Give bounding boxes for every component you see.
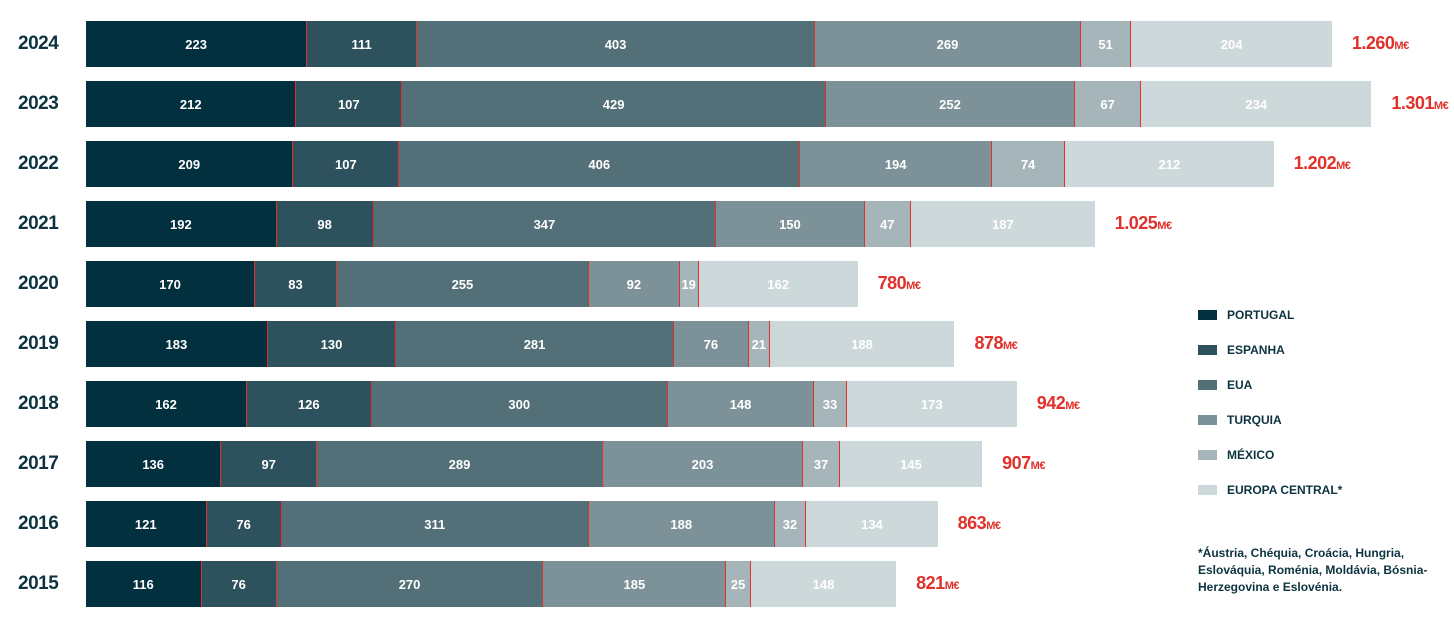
- total-label: 863M€: [957, 513, 1001, 533]
- bar-segment-turquia: 252: [825, 81, 1074, 127]
- bar-segment-méxico: 74: [991, 141, 1065, 187]
- bar-segment-portugal: 170: [86, 261, 254, 307]
- bar-segment-eua: 311: [280, 501, 588, 547]
- bar-segment-eua: 289: [316, 441, 602, 487]
- bar-segment-eua: 406: [398, 141, 800, 187]
- total-label: 780M€: [877, 273, 921, 293]
- year-label: 2022: [18, 153, 59, 174]
- year-label: 2021: [18, 213, 59, 234]
- legend-label: TURQUIA: [1227, 413, 1282, 427]
- bar-segment-europa-central-: 134: [805, 501, 938, 547]
- year-label: 2015: [18, 573, 59, 594]
- year-label: 2023: [18, 93, 59, 114]
- bar-segment-méxico: 21: [747, 321, 769, 367]
- total-label: 1.260M€: [1351, 33, 1409, 53]
- bar-segment-turquia: 188: [587, 501, 774, 547]
- total-label: 821M€: [916, 573, 959, 593]
- legend-swatch: [1198, 380, 1217, 390]
- bar-segment-espanha: 107: [295, 81, 402, 127]
- bar-segment-méxico: 67: [1074, 81, 1141, 127]
- bar-segment-eua: 429: [401, 81, 826, 127]
- bar-segment-portugal: 136: [86, 441, 221, 487]
- legend-swatch: [1198, 345, 1217, 355]
- bar-segment-portugal: 223: [86, 21, 307, 67]
- bar-segment-portugal: 116: [86, 561, 201, 607]
- legend-item: TURQUIA: [1198, 413, 1282, 427]
- bar-segment-europa-central-: 212: [1064, 141, 1274, 187]
- legend-item: EUROPA CENTRAL*: [1198, 483, 1342, 497]
- bar-segment-méxico: 33: [813, 381, 846, 427]
- total-label: 878M€: [974, 333, 1018, 353]
- bar-segment-méxico: 25: [725, 561, 750, 607]
- legend-label: ESPANHA: [1227, 343, 1285, 357]
- bar-segment-espanha: 111: [306, 21, 416, 67]
- bar-segment-turquia: 150: [715, 201, 864, 247]
- bar-segment-turquia: 203: [601, 441, 803, 487]
- bar-segment-espanha: 76: [205, 501, 281, 547]
- bar-segment-eua: 300: [370, 381, 667, 427]
- legend-swatch: [1198, 415, 1217, 425]
- legend-item: EUA: [1198, 378, 1252, 392]
- bar-segment-eua: 255: [335, 261, 588, 307]
- year-label: 2020: [18, 273, 59, 294]
- legend-swatch: [1198, 450, 1217, 460]
- total-label: 1.301M€: [1391, 93, 1449, 113]
- bar-segment-espanha: 76: [200, 561, 276, 607]
- year-label: 2016: [18, 513, 59, 534]
- bar-segment-portugal: 192: [86, 201, 276, 247]
- total-label: 907M€: [1002, 453, 1045, 473]
- bar-segment-espanha: 130: [266, 321, 396, 367]
- legend-item: ESPANHA: [1198, 343, 1285, 357]
- year-label: 2024: [18, 33, 59, 54]
- bar-segment-portugal: 121: [86, 501, 206, 547]
- bar-segment-méxico: 32: [773, 501, 806, 547]
- legend-swatch: [1198, 485, 1217, 495]
- total-label: 1.025M€: [1114, 213, 1172, 233]
- bar-segment-europa-central-: 187: [909, 201, 1095, 247]
- legend-item: PORTUGAL: [1198, 308, 1294, 322]
- bar-segment-espanha: 83: [253, 261, 336, 307]
- bar-segment-europa-central-: 204: [1130, 21, 1332, 67]
- bar-segment-méxico: 51: [1079, 21, 1131, 67]
- bar-segment-eua: 403: [415, 21, 815, 67]
- bar-segment-europa-central-: 173: [845, 381, 1017, 427]
- bar-segment-portugal: 183: [86, 321, 267, 367]
- year-label: 2018: [18, 393, 59, 414]
- bar-segment-eua: 270: [275, 561, 543, 607]
- bar-segment-europa-central-: 162: [697, 261, 858, 307]
- legend-label: PORTUGAL: [1227, 308, 1295, 322]
- legend-item: MÉXICO: [1198, 448, 1274, 462]
- legend-label: MÉXICO: [1227, 448, 1275, 462]
- bar-segment-turquia: 185: [542, 561, 726, 607]
- total-label: 1.202M€: [1293, 153, 1351, 173]
- year-label: 2017: [18, 453, 59, 474]
- legend-label: EUROPA CENTRAL*: [1227, 483, 1343, 497]
- bar-segment-portugal: 162: [86, 381, 247, 427]
- bar-segment-méxico: 37: [802, 441, 839, 487]
- bar-segment-europa-central-: 148: [749, 561, 897, 607]
- legend-label: EUA: [1227, 378, 1253, 392]
- bar-segment-portugal: 212: [86, 81, 296, 127]
- bar-segment-turquia: 148: [666, 381, 814, 427]
- bar-segment-europa-central-: 145: [838, 441, 983, 487]
- legend-swatch: [1198, 310, 1217, 320]
- bar-segment-turquia: 76: [672, 321, 748, 367]
- bar-segment-espanha: 107: [292, 141, 399, 187]
- bar-segment-europa-central-: 188: [768, 321, 955, 367]
- bar-segment-turquia: 269: [814, 21, 1080, 67]
- bar-segment-europa-central-: 234: [1140, 81, 1372, 127]
- year-label: 2019: [18, 333, 59, 354]
- bar-segment-portugal: 209: [86, 141, 293, 187]
- bar-segment-espanha: 98: [275, 201, 373, 247]
- bar-segment-eua: 347: [372, 201, 716, 247]
- footnote: *Áustria, Chéquia, Croácia, Hungria, Esl…: [1198, 546, 1428, 594]
- total-label: 942M€: [1036, 393, 1080, 413]
- bar-segment-eua: 281: [395, 321, 673, 367]
- bar-segment-turquia: 92: [587, 261, 679, 307]
- bar-segment-espanha: 97: [220, 441, 317, 487]
- bar-segment-turquia: 194: [799, 141, 991, 187]
- bar-segment-espanha: 126: [246, 381, 371, 427]
- bar-segment-méxico: 47: [863, 201, 910, 247]
- bar-segment-méxico: 19: [678, 261, 698, 307]
